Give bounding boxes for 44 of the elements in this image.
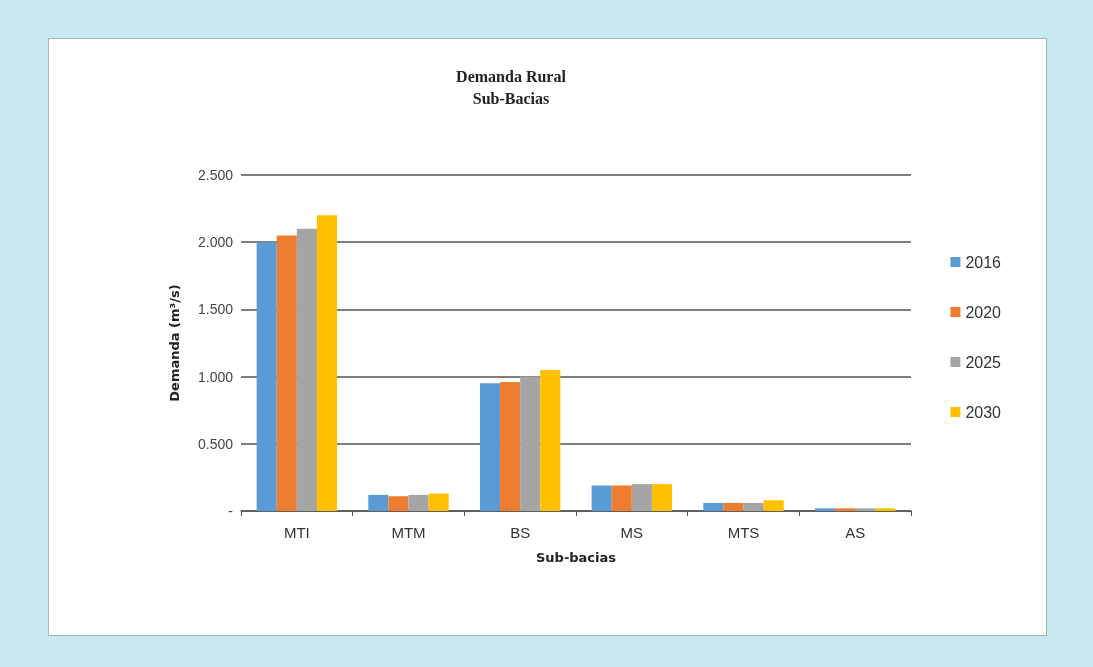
legend-label: 2020	[965, 303, 1002, 321]
bar	[520, 376, 541, 511]
bar	[631, 484, 652, 511]
bar	[296, 228, 317, 511]
bar	[428, 493, 449, 511]
bar	[368, 494, 389, 511]
x-tick-label: MTI	[283, 524, 310, 541]
bar	[814, 508, 836, 511]
legend-label: 2016	[965, 253, 1002, 271]
y-tick-label: 1.500	[197, 301, 234, 318]
bar	[875, 508, 896, 511]
bar	[723, 502, 744, 511]
y-tick-label: -	[228, 503, 234, 519]
bar	[316, 215, 338, 511]
bar	[500, 381, 521, 511]
bar	[703, 502, 724, 511]
bar	[763, 500, 784, 511]
x-tick-label: BS	[510, 524, 531, 541]
y-tick-label: 1.000	[197, 368, 234, 385]
bar	[835, 508, 856, 511]
bar	[256, 242, 277, 511]
bar	[855, 508, 876, 511]
bar	[611, 485, 632, 511]
y-tick-label: 2.500	[197, 167, 234, 183]
x-tick-label: MS	[620, 524, 644, 541]
y-tick-label: 0.500	[197, 435, 234, 452]
x-tick-label: MTM	[391, 524, 426, 541]
legend-label: 2030	[965, 403, 1002, 421]
bar	[591, 485, 612, 511]
bar	[276, 235, 297, 511]
y-axis-title: Demanda (m³/s)	[167, 284, 182, 402]
chart-subtitle: Sub-Bacias	[472, 89, 550, 107]
x-tick-label: AS	[845, 524, 866, 541]
bar	[540, 369, 561, 511]
y-tick-label: 2.000	[197, 234, 234, 251]
bar	[408, 494, 429, 511]
bar	[651, 484, 673, 511]
legend-label: 2025	[965, 353, 1002, 371]
chart-title: Demanda Rural	[456, 67, 567, 85]
bar	[388, 496, 409, 511]
bar	[743, 502, 764, 511]
x-axis-title: Sub-bacias	[535, 550, 617, 565]
x-tick-label: MTS	[727, 524, 760, 541]
bar	[479, 383, 501, 511]
